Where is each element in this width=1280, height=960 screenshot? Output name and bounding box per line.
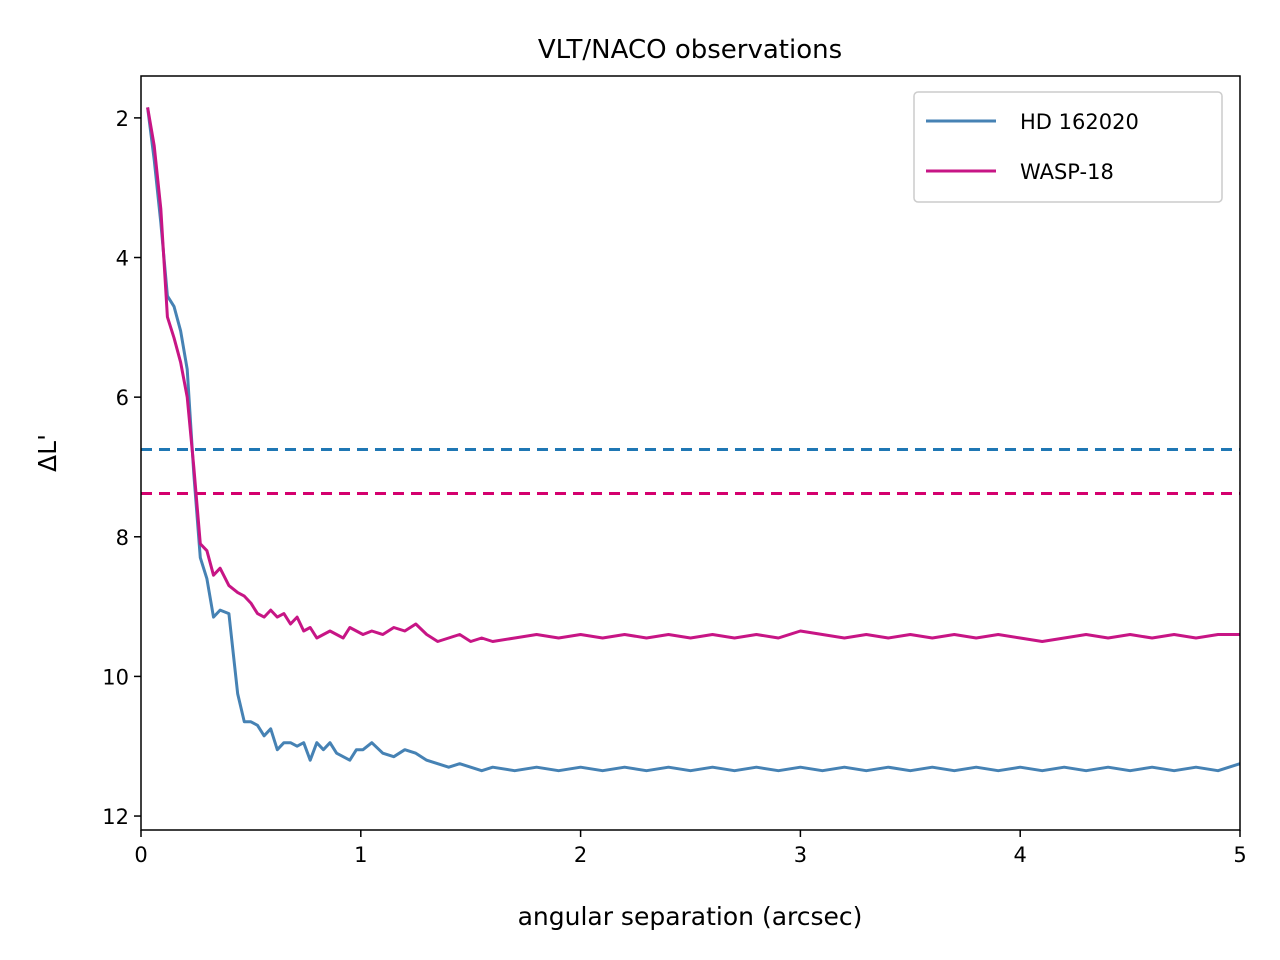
reference-lines — [141, 448, 1240, 495]
y-tick-label: 6 — [116, 386, 129, 410]
series-line-hd-162020 — [146, 107, 1240, 773]
y-tick-label: 8 — [116, 526, 129, 550]
x-tick-label: 4 — [1014, 843, 1027, 867]
y-tick-label: 4 — [116, 247, 129, 271]
series-lines — [146, 107, 1240, 773]
x-tick-label: 0 — [134, 843, 147, 867]
x-tick-label: 1 — [354, 843, 367, 867]
y-axis-ticks: 2 4 6 8 10 12 — [102, 107, 141, 829]
legend-label-hd-162020: HD 162020 — [1020, 110, 1139, 134]
chart-title: VLT/NACO observations — [538, 35, 842, 65]
legend: HD 162020 WASP-18 — [913, 91, 1223, 203]
x-tick-label: 5 — [1233, 843, 1246, 867]
y-axis-label: ΔL' — [33, 434, 62, 472]
series-line-wasp-18 — [146, 107, 1240, 643]
axes-frame — [140, 75, 1241, 831]
legend-frame — [913, 91, 1223, 203]
legend-label-wasp-18: WASP-18 — [1020, 160, 1114, 184]
y-tick-label: 10 — [102, 665, 129, 689]
x-tick-label: 2 — [574, 843, 587, 867]
y-tick-label: 2 — [116, 107, 129, 131]
x-axis-ticks: 0 1 2 3 4 5 — [134, 830, 1247, 867]
x-tick-label: 3 — [794, 843, 807, 867]
y-tick-label: 12 — [102, 805, 129, 829]
x-axis-label: angular separation (arcsec) — [518, 902, 863, 931]
